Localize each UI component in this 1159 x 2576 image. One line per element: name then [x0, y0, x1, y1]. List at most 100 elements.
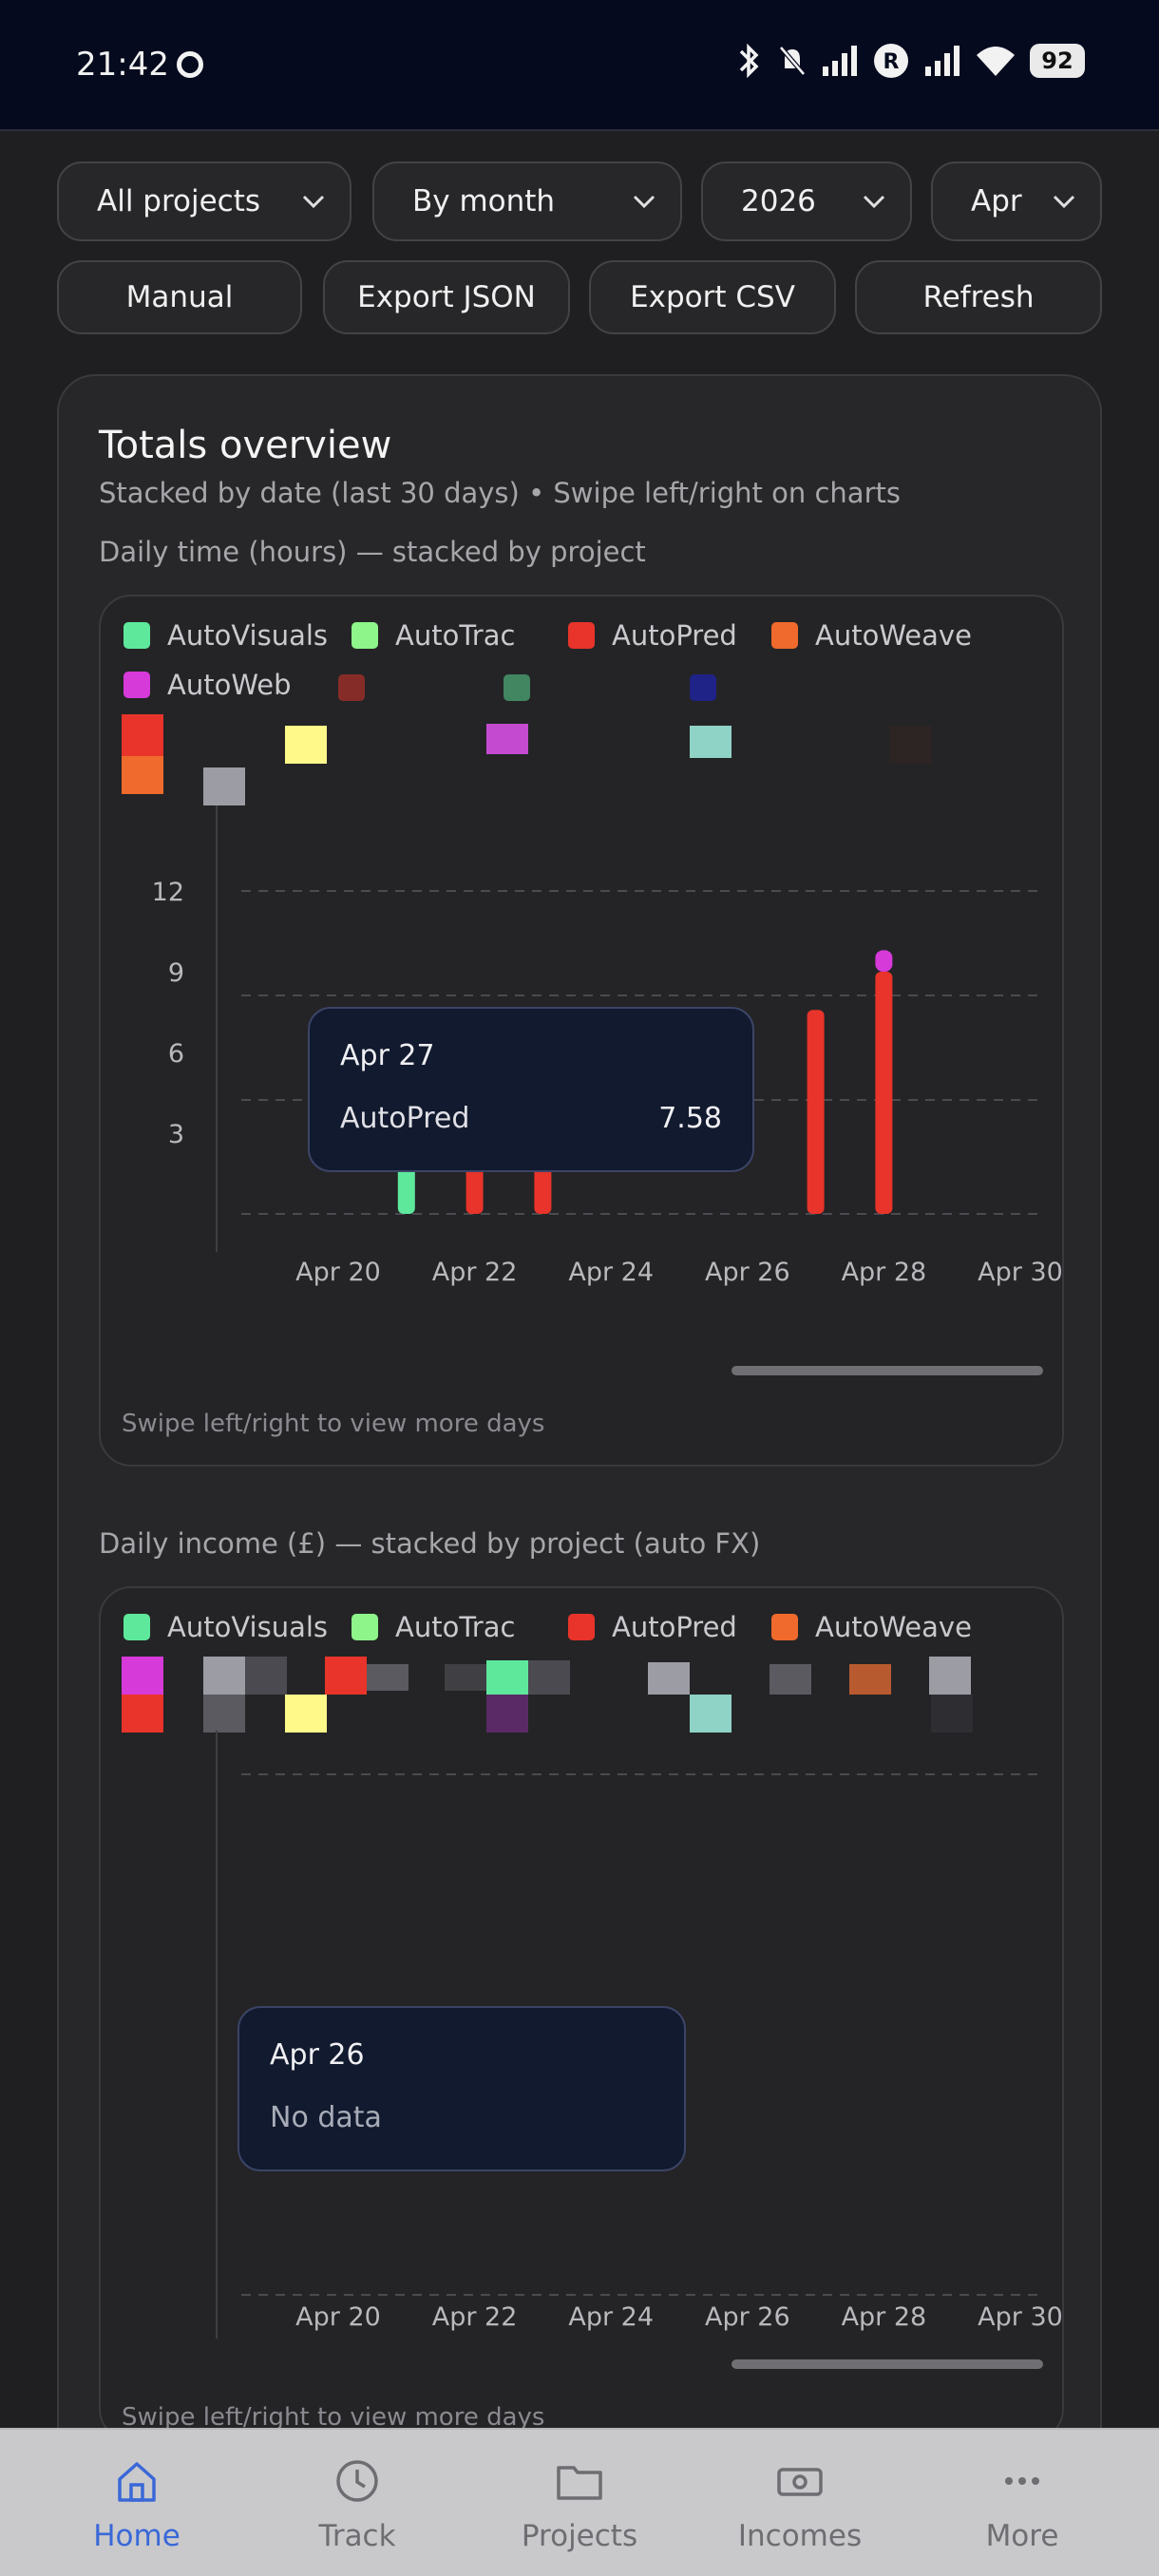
- manual-button[interactable]: Manual: [57, 260, 302, 334]
- legend-item[interactable]: AutoVisuals: [124, 1611, 328, 1643]
- legend-label: AutoWeave: [815, 1611, 972, 1643]
- export-json-button[interactable]: Export JSON: [323, 260, 570, 334]
- roaming-icon: R: [874, 44, 908, 78]
- clock-icon: [336, 2460, 378, 2502]
- render-artifact: [367, 1664, 408, 1691]
- chart-legend: AutoVisuals AutoTrac AutoPred AutoWeave …: [120, 616, 1032, 710]
- legend-swatch: [771, 1614, 798, 1640]
- legend-swatch: [124, 672, 150, 698]
- signal-2-icon: [925, 46, 960, 76]
- chevron-down-icon: [1053, 195, 1075, 209]
- home-icon: [118, 2462, 156, 2502]
- legend-label: AutoPred: [612, 619, 737, 652]
- cash-icon: [777, 2468, 823, 2496]
- nav-more[interactable]: More: [906, 2430, 1138, 2576]
- nav-home-label: Home: [93, 2519, 180, 2553]
- legend-label: AutoVisuals: [167, 619, 329, 652]
- legend-swatch: [124, 622, 150, 649]
- income-chart-plot[interactable]: Apr 20 Apr 22 Apr 24 Apr 26 Apr 28 Apr 30: [101, 1731, 1063, 2339]
- refresh-button[interactable]: Refresh: [855, 260, 1102, 334]
- filter-row: All projects By month 2026 Apr: [57, 161, 1102, 241]
- month-select-value: Apr: [971, 184, 1022, 218]
- project-select-value: All projects: [97, 184, 261, 218]
- x-tick-label: Apr 28: [842, 2302, 927, 2332]
- y-tick-label: 3: [168, 1120, 184, 1149]
- x-tick-label: Apr 24: [568, 2302, 654, 2332]
- render-artifact: [486, 1695, 528, 1733]
- render-artifact: [122, 1695, 163, 1733]
- period-select-value: By month: [412, 184, 556, 218]
- chart-scrollbar[interactable]: [732, 1366, 1043, 1375]
- legend-item[interactable]: AutoTrac: [352, 1611, 515, 1643]
- render-artifact: [486, 724, 528, 754]
- render-artifact: [203, 1695, 245, 1733]
- legend-item[interactable]: AutoWeave: [771, 1611, 972, 1643]
- render-artifact: [245, 1657, 287, 1695]
- bottom-nav: Home Track Projects Incomes More: [0, 2428, 1159, 2576]
- tooltip-value: 7.58: [658, 1102, 722, 1135]
- nav-projects[interactable]: Projects: [464, 2430, 695, 2576]
- nav-more-label: More: [985, 2519, 1059, 2553]
- x-tick-label: Apr 30: [978, 2302, 1063, 2332]
- x-tick-label: Apr 22: [432, 2302, 518, 2332]
- svg-text:R: R: [884, 50, 900, 74]
- render-artifact: [203, 1657, 245, 1695]
- legend-item[interactable]: AutoWeave: [771, 619, 972, 652]
- period-select[interactable]: By month: [372, 161, 682, 241]
- signal-icon: [823, 46, 857, 76]
- nav-incomes[interactable]: Incomes: [684, 2430, 916, 2576]
- legend-swatch: [338, 674, 365, 701]
- month-select[interactable]: Apr: [931, 161, 1102, 241]
- project-select[interactable]: All projects: [57, 161, 352, 241]
- render-artifact: [528, 1660, 570, 1695]
- battery-indicator: 92: [1030, 44, 1085, 78]
- render-artifact: [486, 1660, 528, 1695]
- legend-item[interactable]: AutoPred: [568, 1611, 737, 1643]
- legend-item[interactable]: AutoTrac: [352, 619, 515, 652]
- legend-item[interactable]: AutoWeb: [124, 669, 292, 701]
- nav-incomes-label: Incomes: [737, 2519, 863, 2553]
- render-artifact: [122, 756, 163, 794]
- legend-swatch: [352, 622, 378, 649]
- nav-track[interactable]: Track: [241, 2430, 473, 2576]
- export-csv-button[interactable]: Export CSV: [589, 260, 836, 334]
- legend-swatch: [504, 674, 530, 701]
- x-tick-label: Apr 26: [705, 1258, 790, 1287]
- nav-projects-label: Projects: [521, 2519, 638, 2553]
- year-select[interactable]: 2026: [701, 161, 912, 241]
- more-icon: [1005, 2477, 1039, 2485]
- income-chart-label: Daily income (£) — stacked by project (a…: [99, 1527, 761, 1560]
- render-artifact: [285, 1695, 327, 1733]
- time-chart-panel[interactable]: AutoVisuals AutoTrac AutoPred AutoWeave …: [99, 595, 1064, 1467]
- card-subtitle: Stacked by date (last 30 days) • Swipe l…: [99, 477, 901, 509]
- bar-autoweb: [875, 950, 893, 972]
- chevron-down-icon: [863, 195, 885, 209]
- chart-scrollbar[interactable]: [732, 2359, 1043, 2369]
- income-chart-svg: Apr 20 Apr 22 Apr 24 Apr 26 Apr 28 Apr 30: [216, 1731, 1063, 2339]
- legend-swatch: [124, 1614, 150, 1640]
- folder-icon: [557, 2466, 602, 2500]
- render-artifact: [122, 714, 163, 756]
- render-artifact: [931, 1695, 973, 1733]
- chart-legend: AutoVisuals AutoTrac AutoPred AutoWeave: [120, 1607, 1032, 1657]
- income-chart-panel[interactable]: AutoVisuals AutoTrac AutoPred AutoWeave …: [99, 1586, 1064, 2441]
- legend-swatch: [771, 622, 798, 649]
- bar-autopred: [875, 972, 893, 1214]
- render-artifact: [445, 1664, 486, 1691]
- totals-overview-card: Totals overview Stacked by date (last 30…: [57, 374, 1102, 2576]
- legend-item-truncated: [690, 674, 733, 701]
- status-bar: 21:42 R 92: [0, 0, 1159, 131]
- tooltip-date: Apr 26: [270, 2038, 365, 2072]
- render-artifact: [690, 726, 732, 758]
- y-tick-label: 9: [168, 958, 184, 988]
- legend-item[interactable]: AutoPred: [568, 619, 737, 652]
- swipe-hint: Swipe left/right to view more days: [122, 1410, 545, 1438]
- tooltip-empty-text: No data: [270, 2101, 382, 2134]
- legend-swatch: [568, 1614, 595, 1640]
- legend-item[interactable]: AutoVisuals: [124, 619, 328, 652]
- legend-label: AutoTrac: [395, 1611, 516, 1643]
- x-tick-label: Apr 24: [568, 1258, 654, 1287]
- nav-home[interactable]: Home: [21, 2430, 253, 2576]
- legend-item-truncated: [338, 674, 382, 701]
- legend-label: AutoPred: [612, 1611, 737, 1643]
